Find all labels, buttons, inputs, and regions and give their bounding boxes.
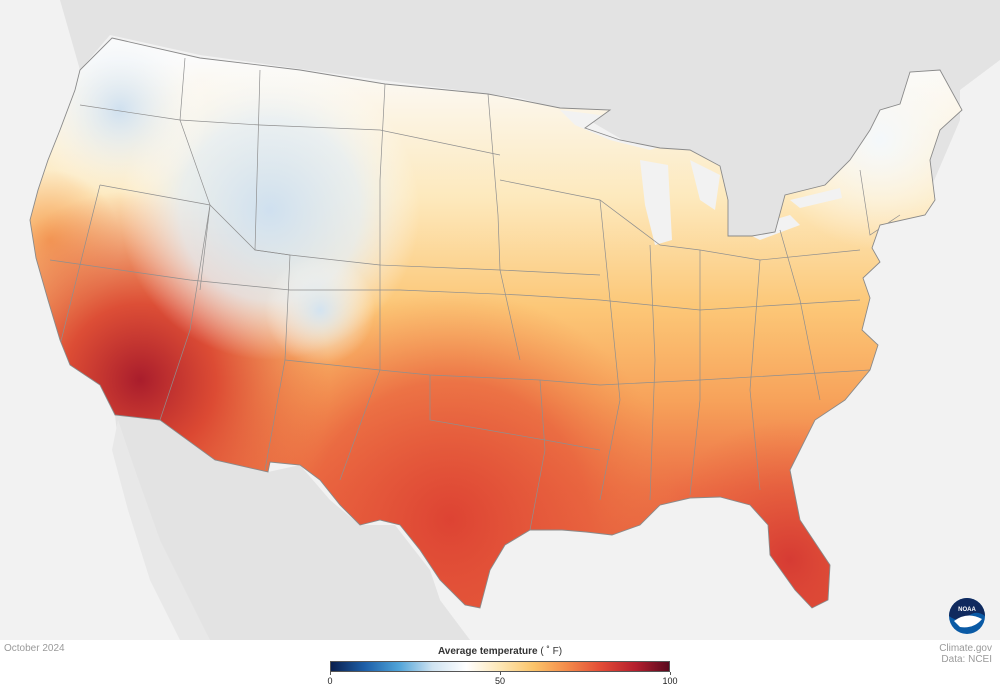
noaa-logo: NOAA [949, 598, 985, 634]
legend-tick-mark [669, 672, 671, 675]
legend-tick-mark [499, 672, 501, 675]
legend-tick-label: 50 [494, 676, 506, 686]
noaa-logo-text: NOAA [958, 607, 976, 613]
great-lakes [560, 110, 842, 245]
legend-tick-label: 100 [662, 676, 678, 686]
legend-tick-label: 0 [327, 676, 333, 686]
credit-data-source: Data: NCEI [941, 654, 992, 665]
baja-peninsula [112, 420, 210, 640]
legend-title: Average temperature ( ˚ F) [330, 646, 670, 657]
mexico-landmass [115, 415, 470, 640]
temperature-map: NOAA [0, 0, 1000, 640]
legend-tick-mark [329, 672, 331, 675]
legend-color-bar [330, 661, 670, 672]
canada-landmass [60, 0, 1000, 250]
state-borders [49, 57, 901, 531]
map-canvas [29, 0, 1000, 640]
footer: October 2024 Climate.gov Data: NCEI Aver… [0, 640, 1000, 690]
legend-unit: ( ˚ F) [540, 646, 563, 657]
date-label: October 2024 [4, 643, 65, 654]
credit-site: Climate.gov [939, 643, 992, 654]
legend-title-text: Average temperature [437, 646, 538, 657]
